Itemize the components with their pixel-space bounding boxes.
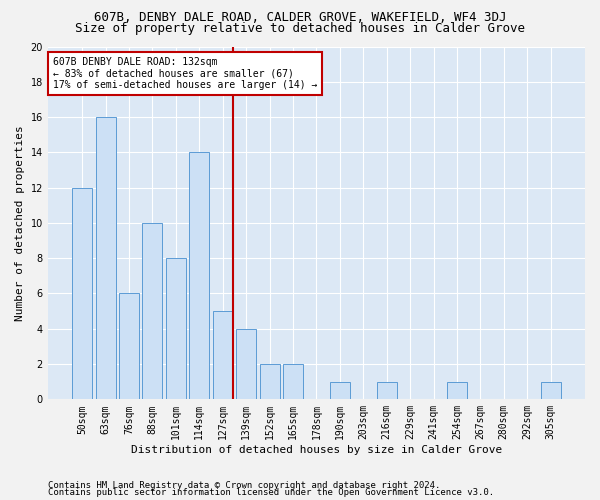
Bar	[166, 258, 186, 400]
Bar	[260, 364, 280, 400]
Bar	[447, 382, 467, 400]
Bar	[119, 294, 139, 400]
Bar	[142, 223, 163, 400]
Bar	[330, 382, 350, 400]
Bar	[283, 364, 303, 400]
Bar	[95, 117, 116, 400]
Bar	[541, 382, 560, 400]
Bar	[377, 382, 397, 400]
Text: 607B, DENBY DALE ROAD, CALDER GROVE, WAKEFIELD, WF4 3DJ: 607B, DENBY DALE ROAD, CALDER GROVE, WAK…	[94, 11, 506, 24]
Bar	[190, 152, 209, 400]
Y-axis label: Number of detached properties: Number of detached properties	[15, 125, 25, 321]
X-axis label: Distribution of detached houses by size in Calder Grove: Distribution of detached houses by size …	[131, 445, 502, 455]
Text: Contains public sector information licensed under the Open Government Licence v3: Contains public sector information licen…	[48, 488, 494, 497]
Text: Contains HM Land Registry data © Crown copyright and database right 2024.: Contains HM Land Registry data © Crown c…	[48, 480, 440, 490]
Bar	[236, 329, 256, 400]
Bar	[72, 188, 92, 400]
Text: 607B DENBY DALE ROAD: 132sqm
← 83% of detached houses are smaller (67)
17% of se: 607B DENBY DALE ROAD: 132sqm ← 83% of de…	[53, 57, 317, 90]
Bar	[213, 311, 233, 400]
Text: Size of property relative to detached houses in Calder Grove: Size of property relative to detached ho…	[75, 22, 525, 35]
